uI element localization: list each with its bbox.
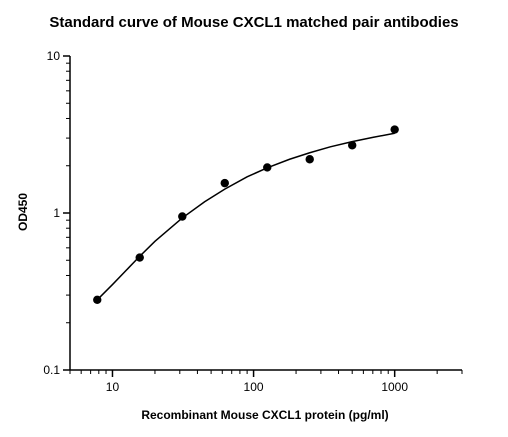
fit-curve: [96, 132, 395, 301]
x-axis-label: Recombinant Mouse CXCL1 protein (pg/ml): [141, 408, 388, 422]
data-point: [348, 141, 357, 150]
data-point: [305, 155, 314, 164]
data-points: [93, 125, 399, 304]
axes: [63, 55, 463, 377]
x-tick-label: 1000: [381, 380, 408, 394]
x-tick-label: 10: [106, 380, 120, 394]
y-tick-label: 1: [53, 206, 60, 220]
data-point: [390, 125, 399, 134]
data-point: [93, 295, 102, 304]
y-tick-label: 10: [47, 49, 61, 63]
y-tick-label: 0.1: [43, 363, 60, 377]
data-point: [178, 212, 187, 221]
fit-curve-layer: [96, 132, 395, 301]
x-tick-label: 100: [244, 380, 264, 394]
data-point: [263, 163, 272, 172]
chart-title: Standard curve of Mouse CXCL1 matched pa…: [49, 14, 458, 31]
y-axis-label: OD450: [16, 193, 30, 231]
data-point: [220, 178, 229, 188]
y-tick-labels: 0.1 1 10: [43, 49, 60, 377]
data-point: [135, 253, 144, 262]
x-tick-labels: 10 100 1000: [106, 380, 409, 394]
